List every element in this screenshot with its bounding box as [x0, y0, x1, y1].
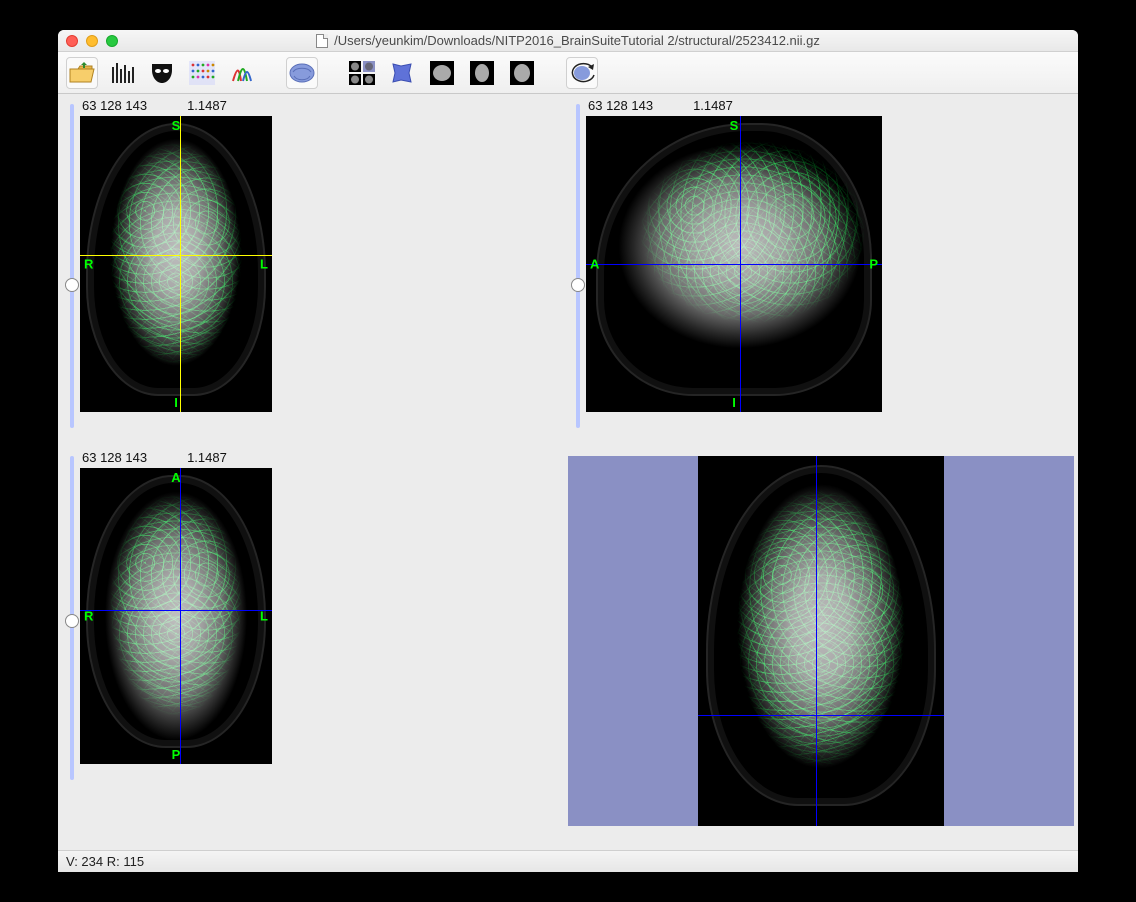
coronal-slice-slider[interactable]: [70, 104, 74, 428]
fibers-icon: [230, 61, 254, 85]
mask-icon: [150, 61, 174, 85]
window-title: /Users/yeunkim/Downloads/NITP2016_BrainS…: [334, 33, 820, 48]
grid-dots-icon: [189, 61, 215, 85]
axial-coords: 63 128 143: [82, 450, 147, 468]
bars-icon: [110, 61, 134, 85]
window-controls: [66, 35, 118, 47]
fibers-button[interactable]: [226, 57, 258, 89]
coronal-intensity: 1.1487: [187, 98, 227, 116]
reset-icon: [569, 61, 595, 85]
folder-open-icon: [69, 62, 95, 84]
close-window-button[interactable]: [66, 35, 78, 47]
mask-button[interactable]: [146, 57, 178, 89]
sagittal-pane: 63 128 143 1.1487 S I A P: [568, 98, 958, 434]
axis-label-right: L: [260, 609, 268, 624]
open-file-button[interactable]: [66, 57, 98, 89]
blob-icon: [389, 61, 415, 85]
axis-label-top: S: [172, 118, 181, 133]
status-bar: V: 234 R: 115: [58, 850, 1078, 872]
sagittal-intensity: 1.1487: [693, 98, 733, 116]
brain-surface-icon: [288, 62, 316, 84]
coronal-pane: 63 128 143 1.1487 S I R L: [62, 98, 342, 434]
axis-label-top: A: [171, 470, 180, 485]
reset-view-button[interactable]: [566, 57, 598, 89]
sagittal-slice-slider[interactable]: [576, 104, 580, 428]
sagittal-coords: 63 128 143: [588, 98, 653, 116]
minimize-window-button[interactable]: [86, 35, 98, 47]
coronal-icon: [470, 61, 494, 85]
axis-label-left: R: [84, 257, 93, 272]
app-window: /Users/yeunkim/Downloads/NITP2016_BrainS…: [58, 30, 1078, 872]
view-coronal-button[interactable]: [466, 57, 498, 89]
render-3d-pane[interactable]: [568, 456, 1074, 826]
axial-view[interactable]: A P R L: [80, 468, 272, 764]
labels-button[interactable]: [186, 57, 218, 89]
axis-label-right: L: [260, 257, 268, 272]
axis-label-left: R: [84, 609, 93, 624]
view-sagittal-button[interactable]: [426, 57, 458, 89]
multiview-icon: [349, 61, 375, 85]
status-text: V: 234 R: 115: [66, 854, 144, 869]
axis-label-top: S: [730, 118, 739, 133]
content-area: 63 128 143 1.1487 S I R L: [58, 94, 1078, 850]
view-axial-button[interactable]: [506, 57, 538, 89]
axial-icon: [510, 61, 534, 85]
histogram-button[interactable]: [106, 57, 138, 89]
coronal-slice-thumb[interactable]: [65, 278, 79, 292]
titlebar[interactable]: /Users/yeunkim/Downloads/NITP2016_BrainS…: [58, 30, 1078, 52]
sagittal-icon: [430, 61, 454, 85]
surface-button[interactable]: [286, 57, 318, 89]
multiview-button[interactable]: [346, 57, 378, 89]
axial-pane: 63 128 143 1.1487 A P R L: [62, 450, 342, 786]
coronal-view[interactable]: S I R L: [80, 116, 272, 412]
axis-label-right: P: [869, 257, 878, 272]
zoom-window-button[interactable]: [106, 35, 118, 47]
document-icon: [316, 34, 328, 48]
axis-label-bottom: I: [732, 395, 736, 410]
axial-slice-thumb[interactable]: [65, 614, 79, 628]
sagittal-slice-thumb[interactable]: [571, 278, 585, 292]
axis-label-bottom: I: [174, 395, 178, 410]
sagittal-view[interactable]: S I A P: [586, 116, 882, 412]
toolbar: [58, 52, 1078, 94]
coronal-coords: 63 128 143: [82, 98, 147, 116]
axis-label-bottom: P: [172, 747, 181, 762]
axis-label-left: A: [590, 257, 599, 272]
render-blob-button[interactable]: [386, 57, 418, 89]
axial-intensity: 1.1487: [187, 450, 227, 468]
